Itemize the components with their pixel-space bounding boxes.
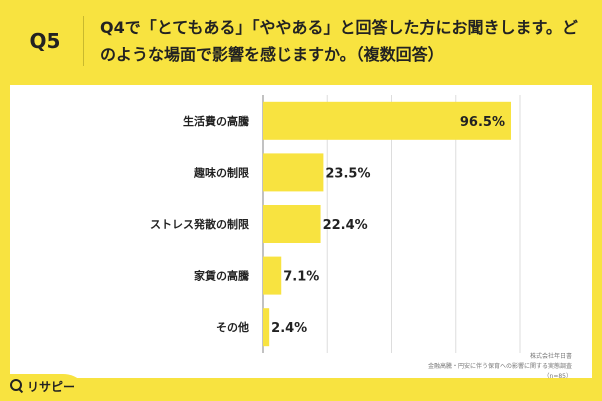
value-label: 23.5% [325, 166, 370, 181]
question-header: Q5 Q4で「とてもある」「ややある」と回答した方にお聞きします。どのような場面… [0, 0, 602, 82]
source-line-2: 金融高騰・円安に伴う保育への影響に関する実態調査 [427, 363, 572, 370]
header-divider [83, 16, 84, 66]
category-label: ストレス発散の制限 [150, 217, 249, 231]
value-label: 7.1% [283, 270, 319, 285]
chart-panel: 生活費の高騰 96.5% 趣味の制限 23.5% ストレス発散の制限 22.4% 家賃の高騰… [10, 85, 592, 378]
question-number: Q5 [29, 29, 61, 53]
value-label: 22.4% [323, 218, 368, 233]
bar [263, 101, 512, 140]
bar-chart: 生活費の高騰 96.5% 趣味の制限 23.5% ストレス発散の制限 22.4% 家賃の高騰… [150, 95, 521, 353]
category-label: 趣味の制限 [193, 165, 249, 179]
brand-name: リサピー [27, 380, 76, 394]
value-label: 96.5% [460, 115, 505, 130]
category-label: 生活費の高騰 [183, 114, 249, 128]
source-line-3: （n=85） [543, 373, 572, 380]
source-note: 株式会社年日書 金融高騰・円安に伴う保育への影響に関する実態調査 （n=85） [428, 352, 572, 382]
bar [263, 308, 270, 347]
bar [263, 153, 324, 192]
bar [263, 205, 321, 243]
category-label: その他 [216, 320, 249, 334]
search-icon [10, 379, 22, 391]
value-label: 2.4% [271, 321, 307, 336]
category-label: 家賃の高騰 [194, 269, 249, 283]
brand-logo: リサピー [0, 374, 90, 401]
source-line-1: 株式会社年日書 [529, 353, 572, 360]
question-text: Q4で「とてもある」「ややある」と回答した方にお聞きします。どのような場面で影響… [100, 18, 578, 64]
bar [263, 256, 282, 295]
